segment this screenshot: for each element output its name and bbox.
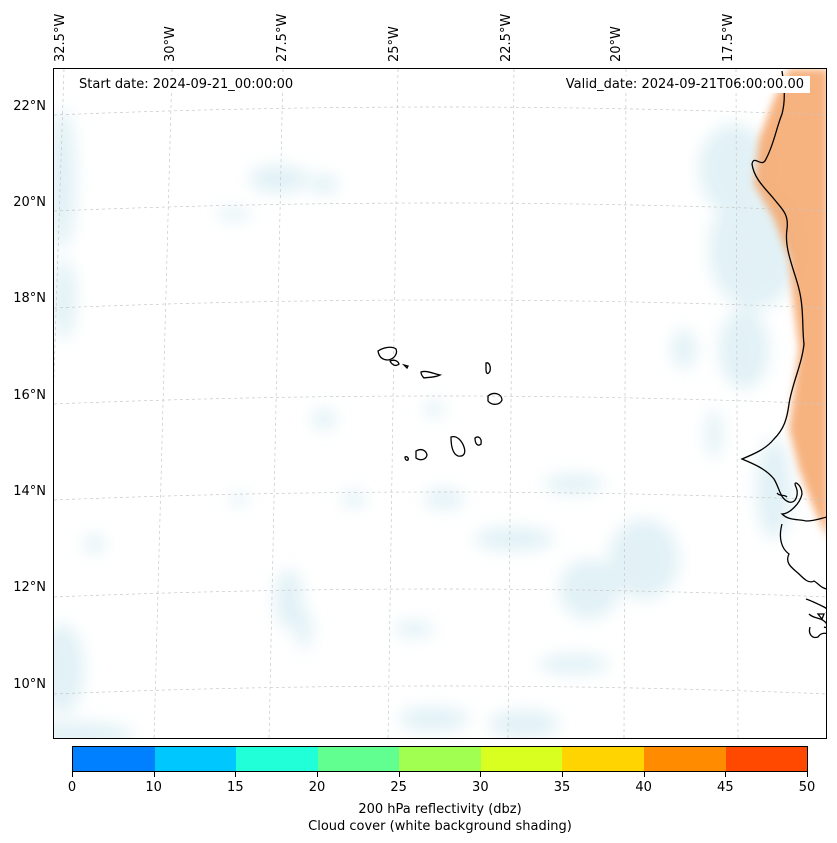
colorbar-tick-label: 10 (145, 780, 162, 795)
colorbar-tick (153, 772, 155, 777)
latitude-label: 10°N (13, 677, 46, 692)
colorbar-tick (725, 772, 727, 777)
parallel-gridline (54, 395, 826, 405)
colorbar-segment (154, 747, 237, 771)
colorbar-tick-label: 20 (308, 780, 326, 795)
colorbar-tick (807, 772, 808, 777)
island-santo-antao (377, 346, 398, 361)
colorbar-segment (562, 747, 644, 771)
island-sal (485, 362, 491, 375)
colorbar-tick (317, 772, 318, 777)
colorbar-tick (480, 772, 482, 777)
latitude-label: 14°N (13, 484, 46, 499)
parallel-gridline (54, 202, 826, 212)
colorbar-tick (72, 772, 73, 777)
cloud-cover-shading (54, 109, 799, 738)
colorbar-tick-label: 40 (635, 780, 652, 795)
longitude-label: 30°W (163, 26, 178, 62)
island-maio (474, 436, 482, 446)
colorbar-tick-label: 50 (798, 780, 816, 795)
colorbar-segment (317, 747, 400, 771)
colorbar-tick-label: 15 (227, 780, 244, 795)
parallel-gridline (54, 685, 826, 695)
colorbar-segment (643, 747, 726, 771)
longitude-label: 22.5°W (499, 13, 514, 62)
colorbar-tick-label: 0 (67, 780, 77, 795)
meridian-gridline (387, 69, 399, 738)
colorbar-tick-label: 25 (390, 780, 407, 795)
colorbar-tick (235, 772, 237, 777)
meridian-gridline (268, 69, 284, 738)
colorbar-segment (399, 747, 481, 771)
start-date-label: Start date: 2024-09-21_00:00:00 (73, 76, 300, 93)
meridian-gridline (735, 69, 739, 738)
island-sao-nicolau (420, 370, 443, 379)
colorbar-tick-label: 35 (553, 780, 571, 795)
colorbar-segment (73, 747, 155, 771)
reflectivity-shading (754, 69, 826, 535)
longitude-label: 27.5°W (275, 13, 290, 62)
island-boa-vista (487, 392, 503, 405)
colorbar-segment (236, 747, 318, 771)
map-canvas[interactable] (54, 69, 827, 739)
latitude-label: 12°N (13, 580, 46, 595)
colorbar-segment (480, 747, 563, 771)
island-santa-luzia (401, 363, 409, 370)
valid-date-label: Valid_date: 2024-09-21T06:00:00.00 (559, 76, 810, 93)
island-sao-vicente (389, 359, 400, 367)
colorbar-tick-label: 45 (717, 780, 734, 795)
meridian-gridline (623, 69, 627, 738)
meridian-gridline (153, 69, 173, 738)
coastline (377, 70, 826, 639)
parallel-gridline (54, 106, 826, 116)
colorbar-tick (643, 772, 645, 777)
island-santiago (450, 435, 466, 457)
longitude-label: 20°W (609, 26, 624, 62)
colorbar-tick-label: 30 (472, 780, 489, 795)
colorbar-sublabel: Cloud cover (white background shading) (308, 819, 572, 834)
longitude-label: 32.5°W (53, 13, 68, 62)
parallel-gridline (54, 491, 826, 501)
island-brava (404, 456, 409, 461)
map-frame[interactable] (53, 68, 827, 739)
colorbar-label: 200 hPa reflectivity (dbz) (358, 802, 522, 817)
longitude-label: 25°W (387, 26, 402, 62)
parallel-gridline (54, 588, 826, 598)
latitude-label: 22°N (13, 99, 46, 114)
island-fogo (415, 448, 428, 461)
gridlines (54, 69, 826, 738)
latitude-label: 16°N (13, 388, 46, 403)
colorbar-segment (725, 747, 808, 771)
parallel-gridline (54, 299, 826, 309)
meridian-gridline (507, 69, 515, 738)
longitude-label: 17.5°W (721, 13, 736, 62)
colorbar-tick (562, 772, 563, 777)
colorbar-tick (398, 772, 400, 777)
colorbar (72, 746, 808, 772)
latitude-label: 20°N (13, 195, 46, 210)
latitude-label: 18°N (13, 291, 46, 306)
